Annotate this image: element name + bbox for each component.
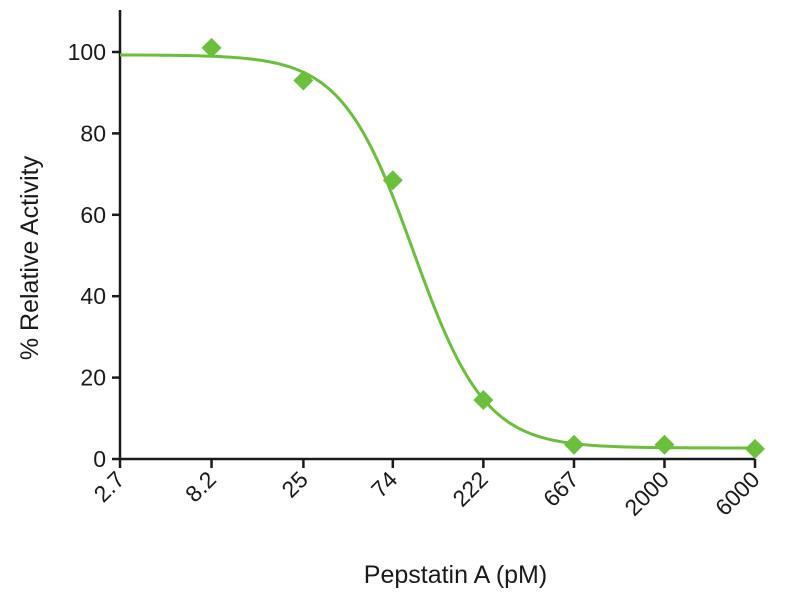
y-axis-title: % Relative Activity: [16, 155, 44, 360]
data-point-diamond: [382, 170, 403, 191]
y-tick-label: 100: [68, 39, 106, 65]
data-point-diamond: [201, 37, 222, 58]
data-point-diamond: [563, 434, 584, 455]
y-tick-label: 20: [80, 365, 106, 391]
x-tick-label: 8.2: [180, 466, 221, 507]
x-tick-label: 2.7: [89, 466, 130, 507]
data-point-diamond: [654, 434, 675, 455]
x-tick-label: 6000: [710, 466, 765, 521]
data-point-diamond: [745, 438, 765, 459]
y-tick-label: 0: [93, 446, 106, 472]
y-tick-label: 80: [80, 120, 106, 146]
y-tick-label: 40: [80, 283, 106, 309]
fit-curve: [119, 53, 755, 450]
x-tick-label: 25: [276, 466, 312, 502]
data-point-diamond: [473, 389, 494, 410]
x-axis-title: Pepstatin A (pM): [364, 561, 547, 589]
data-point-diamond: [293, 70, 314, 91]
axes-group: [112, 10, 757, 468]
x-tick-label: 667: [538, 466, 584, 512]
x-tick-label: 74: [366, 466, 403, 503]
y-tick-label: 60: [80, 202, 106, 228]
data-points: [201, 37, 765, 459]
x-tick-label: 222: [447, 466, 493, 512]
x-tick-label: 2000: [619, 466, 674, 521]
